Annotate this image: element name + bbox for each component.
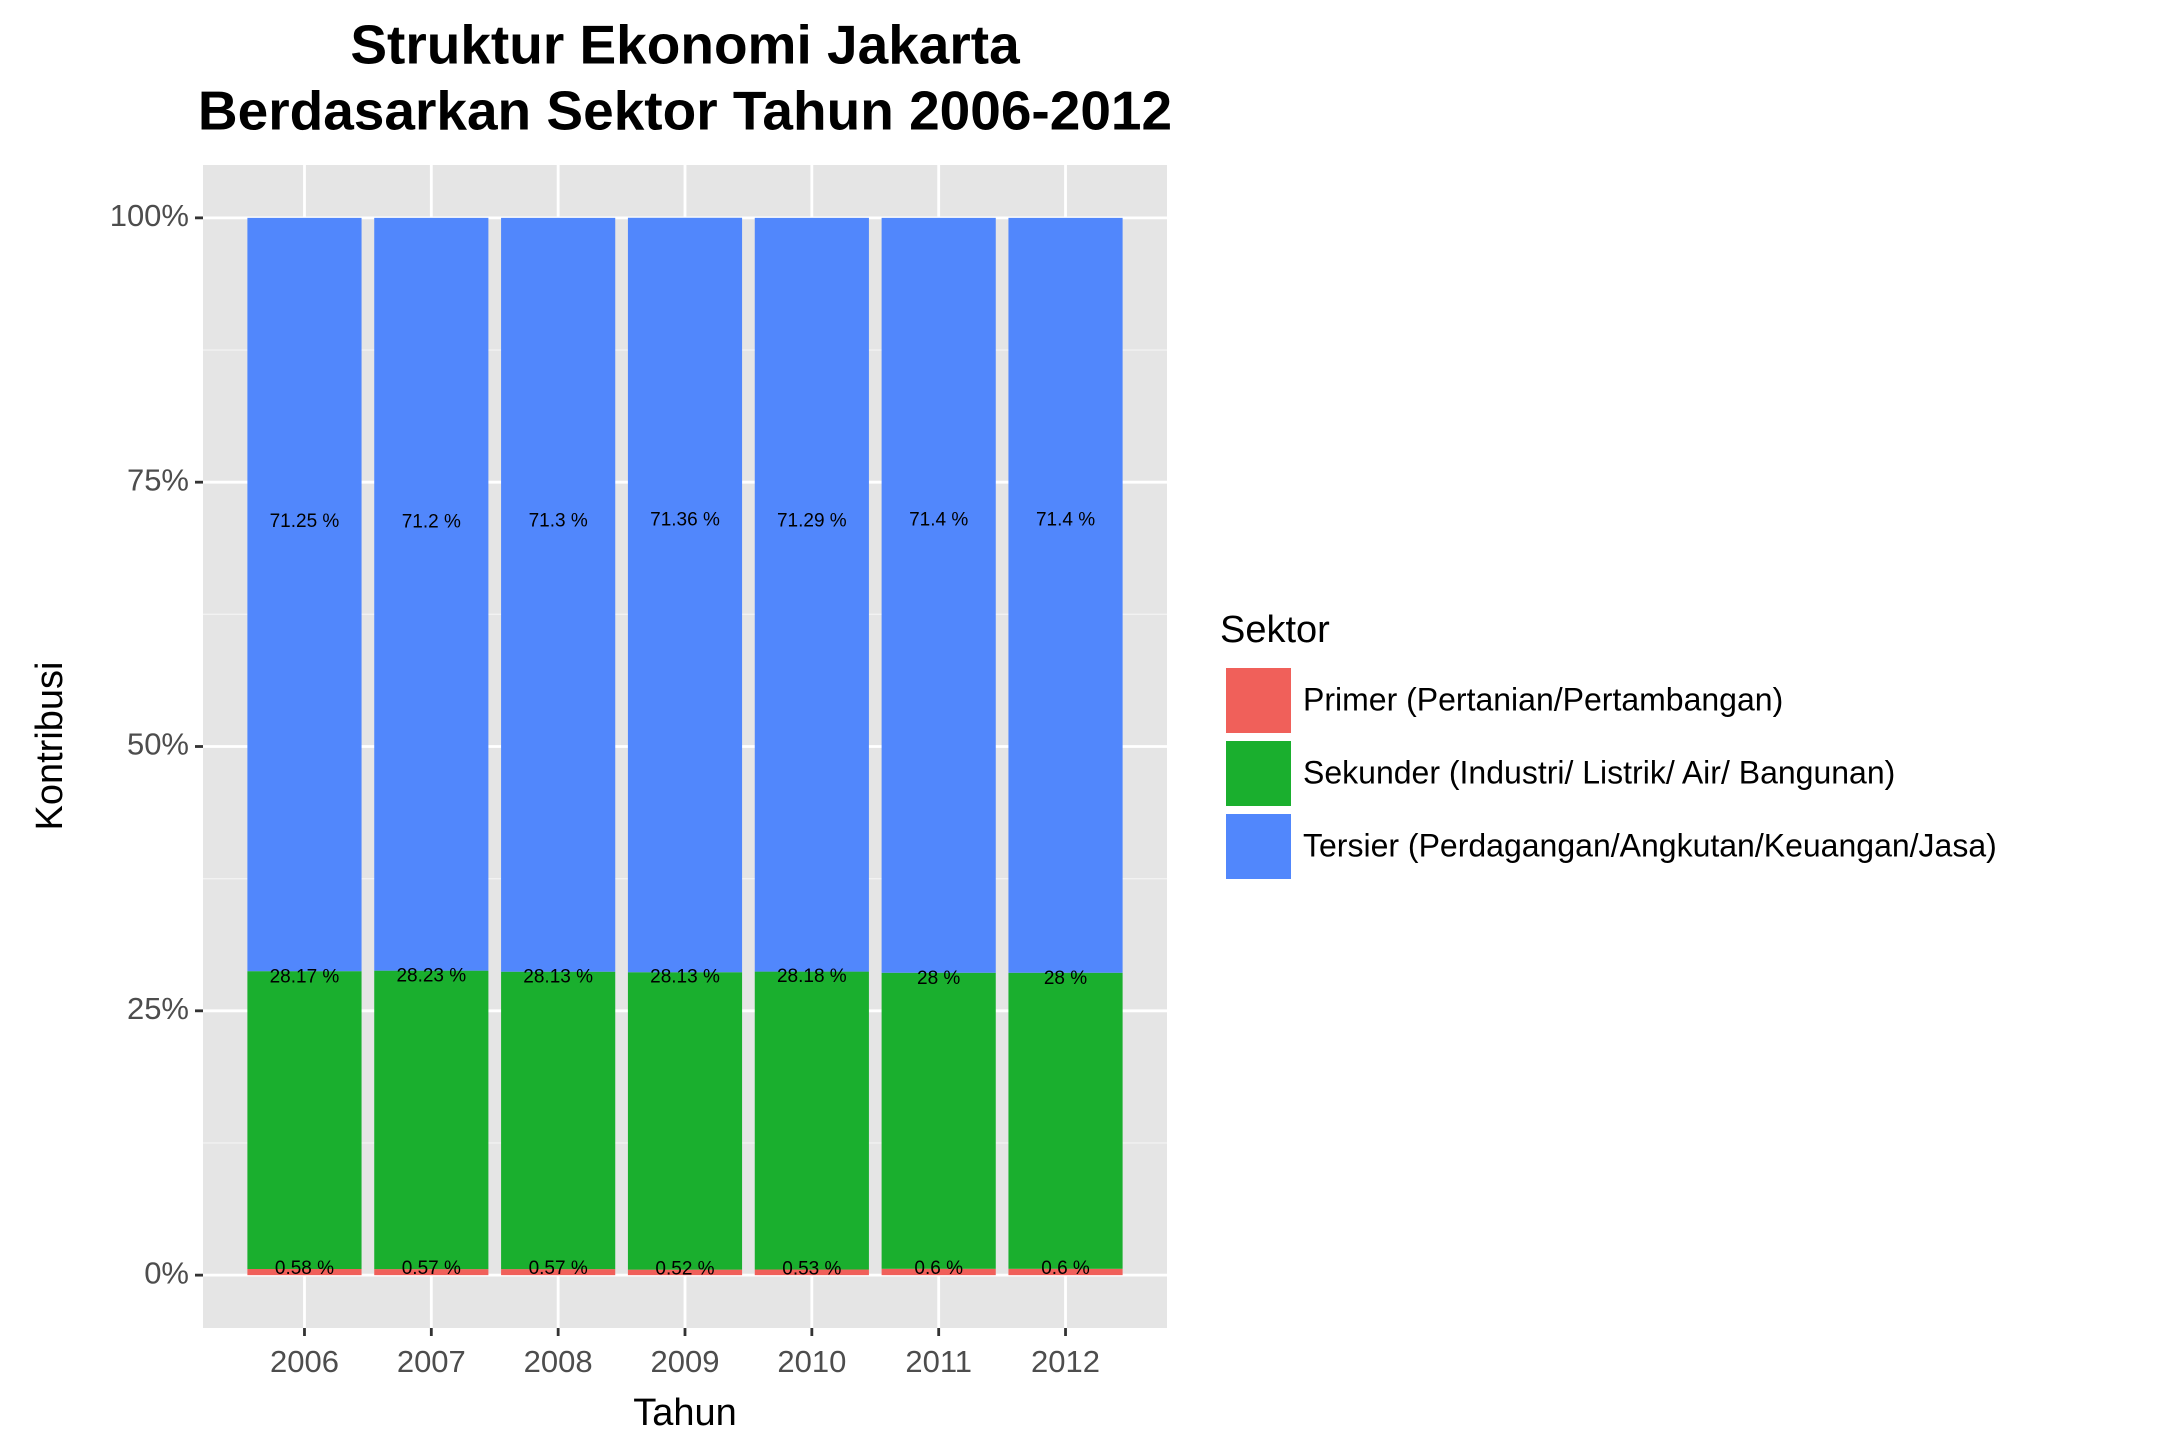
bar-segment [1008,1268,1123,1276]
value-label: 0.53 % [782,1259,841,1280]
bar-segment [1008,972,1123,1269]
legend-label: Tersier (Perdagangan/Angkutan/Keuangan/J… [1303,827,1997,863]
bar-segment [374,970,489,1270]
bar-segment [754,971,869,1270]
legend-title: Sektor [1220,609,1330,651]
bar-segment [247,217,362,972]
x-tick-label: 2006 [270,1344,339,1379]
chart-title: Struktur Ekonomi Jakarta [350,14,1020,76]
value-label: 0.58 % [275,1258,334,1279]
bar-segment [1008,217,1123,973]
bar-segment [754,217,869,972]
y-tick-label: 25% [127,991,189,1026]
x-tick-label: 2010 [777,1344,846,1379]
legend-key [1224,812,1293,881]
bar-segment [627,972,743,1270]
value-label: 28 % [1044,968,1087,989]
value-label: 71.3 % [529,510,588,531]
bar-segment [501,971,616,1270]
bar-segment [247,1269,362,1276]
value-label: 28.17 % [270,966,340,987]
y-tick-label: 75% [127,462,189,497]
value-label: 28.13 % [523,967,593,988]
bar-segment [627,1269,743,1276]
value-label: 28.18 % [777,966,847,987]
value-label: 0.52 % [655,1259,714,1280]
value-label: 0.57 % [529,1258,588,1279]
value-label: 28 % [917,968,960,989]
bar-segment [501,1269,616,1276]
y-tick-label: 0% [144,1255,189,1290]
value-label: 0.6 % [1041,1258,1090,1279]
y-tick-label: 100% [110,198,189,233]
value-label: 71.29 % [777,510,847,531]
chart-title: Berdasarkan Sektor Tahun 2006-2012 [198,80,1172,142]
x-tick-label: 2007 [397,1344,466,1379]
bar-segment [374,217,489,971]
bar-segment [881,1268,996,1276]
bar-segment [501,217,616,972]
value-label: 71.25 % [270,511,340,532]
x-tick-label: 2011 [905,1344,972,1379]
y-axis-title: Kontribusi [29,662,71,831]
x-tick-label: 2009 [651,1344,720,1379]
y-tick-label: 50% [127,727,189,762]
value-label: 71.4 % [909,509,968,530]
value-label: 28.23 % [396,966,466,987]
value-label: 28.13 % [650,967,720,988]
bar-segment [881,217,996,973]
bar-segment [374,1269,489,1276]
x-tick-label: 2008 [524,1344,593,1379]
value-label: 0.57 % [402,1258,461,1279]
value-label: 71.4 % [1036,509,1095,530]
legend-label: Primer (Pertanian/Pertambangan) [1303,681,1783,717]
bar-segment [881,972,996,1269]
value-label: 71.36 % [650,510,720,531]
x-tick-label: 2012 [1031,1344,1100,1379]
legend-key [1224,739,1293,808]
value-label: 0.6 % [914,1258,963,1279]
legend-key [1224,666,1293,735]
bar-segment [247,971,362,1270]
value-label: 71.2 % [402,511,461,532]
bar-segment [627,217,743,973]
bar-segment [754,1269,869,1276]
legend-label: Sekunder (Industri/ Listrik/ Air/ Bangun… [1303,754,1895,790]
x-axis-title: Tahun [633,1392,737,1434]
